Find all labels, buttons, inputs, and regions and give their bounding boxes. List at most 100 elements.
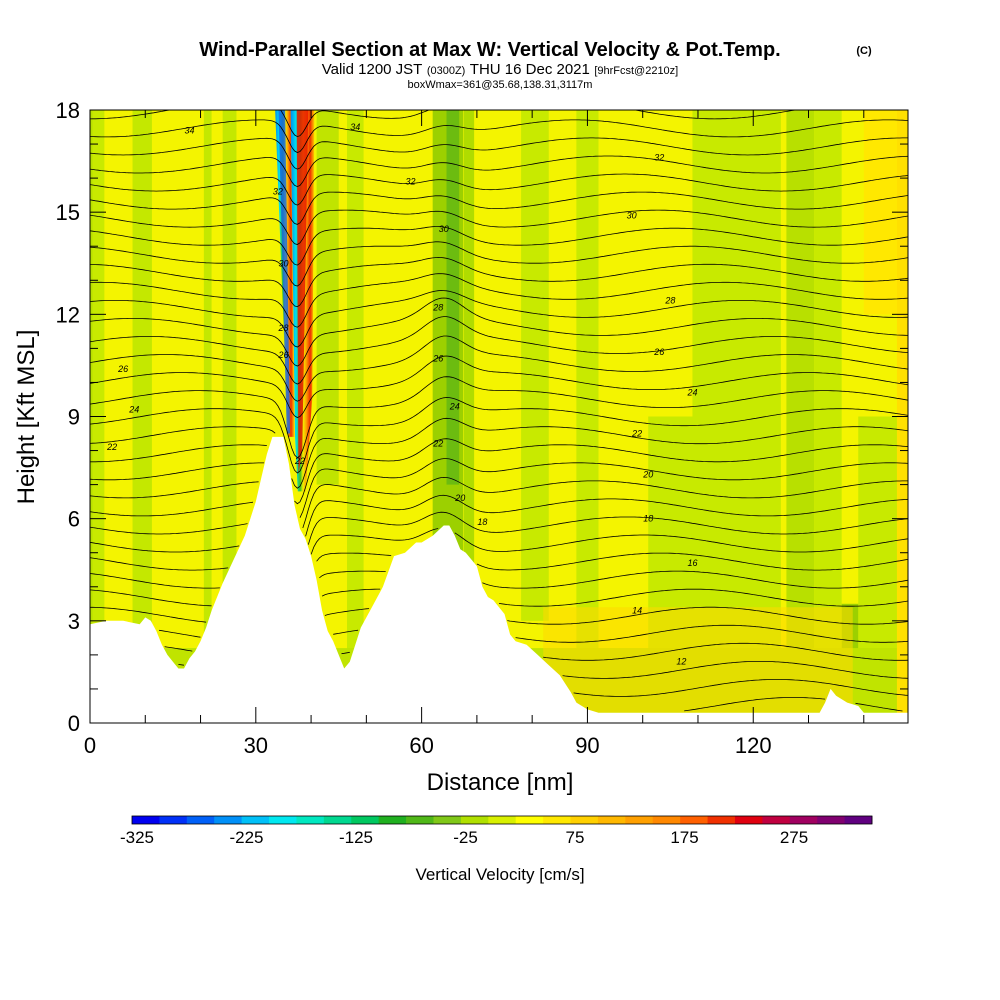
y-tick-label: 9 [68, 405, 80, 430]
contour-label: 18 [477, 517, 487, 527]
field-band [203, 110, 212, 723]
theta-contour [90, 528, 908, 555]
contour-label: 28 [432, 303, 443, 313]
theta-contour [164, 642, 908, 661]
theta-contour [90, 438, 908, 505]
colorbar-swatch [296, 816, 325, 824]
colorbar-swatch [269, 816, 297, 824]
valid-time: Valid 1200 JST [322, 61, 423, 78]
contour-label: 30 [627, 211, 637, 221]
contour-label: 26 [117, 364, 128, 374]
theta-contour [90, 209, 908, 245]
theta-contour [90, 417, 908, 489]
contour-labels: 34 34 32 32 32 30 30 30 28 28 28 26 26 26 26 24 24 24 22 22… [106, 122, 697, 667]
field-band [222, 110, 237, 587]
theta-contour [90, 355, 908, 418]
theta-contour [90, 316, 908, 385]
contour-label: 34 [184, 125, 194, 135]
colorbar-frame [131, 815, 873, 825]
contour-label: 30 [439, 224, 449, 234]
theta-contour [90, 173, 908, 206]
colorbar-swatch [817, 816, 845, 824]
contour-label: 26 [277, 350, 288, 360]
contour-label: 34 [350, 122, 360, 132]
colorbar-tick-label: 75 [566, 828, 585, 847]
colorbar-swatch [323, 816, 352, 824]
colorbar-title: Vertical Velocity [cm/s] [415, 865, 584, 884]
theta-contour [90, 376, 908, 459]
theta-contour [90, 570, 908, 589]
theta-contour [90, 119, 908, 153]
valid-utc: (0300Z) [427, 65, 466, 77]
colorbar-swatch [488, 816, 517, 824]
contour-label: 16 [687, 558, 697, 568]
colorbar-swatch [680, 816, 708, 824]
theta-contour [90, 494, 908, 537]
valid-line: Valid 1200 JST (0300Z) THU 16 Dec 2021 [… [322, 61, 679, 78]
contour-label: 32 [273, 187, 283, 197]
colorbar-swatch [515, 816, 544, 824]
theta-contours [90, 110, 908, 712]
field-band [463, 110, 475, 587]
contour-label: 12 [676, 657, 686, 667]
x-axis: 0 30 60 90 120 [84, 110, 865, 758]
colorbar-swatch [186, 816, 215, 824]
colorbar-swatch [625, 816, 654, 824]
x-tick-label: 60 [409, 733, 433, 758]
contour-label: 28 [664, 296, 675, 306]
contour-label: 30 [278, 258, 288, 268]
x-tick-label: 0 [84, 733, 96, 758]
colorbar-swatch [734, 816, 763, 824]
colorbar-tick-labels: -325 -225 -125 -25 75 175 275 [120, 828, 808, 847]
colorbar-swatch [652, 816, 681, 824]
theta-contour [90, 335, 908, 402]
terrain-mask [90, 436, 908, 723]
theta-contour [178, 661, 908, 679]
x-tick-label: 30 [244, 733, 268, 758]
contour-label: 26 [653, 347, 664, 357]
theta-contour [90, 137, 908, 170]
field-band [521, 110, 549, 621]
contour-label: 32 [406, 177, 416, 187]
field-band [90, 110, 93, 720]
theta-contour [90, 606, 908, 625]
y-tick-label: 15 [56, 200, 80, 225]
colorbar-swatch [844, 816, 873, 824]
colorbar-tick-label: 175 [670, 828, 698, 847]
contour-label: 22 [631, 429, 642, 439]
x-tick-label: 120 [735, 733, 772, 758]
contour-label: 24 [128, 405, 139, 415]
chart-title: Wind-Parallel Section at Max W: Vertical… [199, 39, 780, 61]
theta-contour [90, 273, 908, 328]
theta-contour [90, 241, 908, 287]
theta-contour [90, 191, 908, 225]
colorbar-tick-label: -25 [453, 828, 478, 847]
colorbar-swatch [132, 816, 160, 824]
theta-contour [90, 256, 908, 308]
y-tick-label: 3 [68, 609, 80, 634]
colorbar-swatch [214, 816, 243, 824]
y-tick-label: 12 [56, 302, 80, 327]
contour-label: 32 [654, 153, 664, 163]
contour-label: 20 [642, 469, 653, 479]
contour-label: 28 [277, 323, 288, 333]
theta-contour [90, 511, 908, 545]
colorbar-swatch [789, 816, 818, 824]
colorbar-tick-label: 275 [780, 828, 808, 847]
field-band [446, 110, 460, 485]
contour-label: 14 [632, 606, 642, 616]
colorbar-swatch [707, 816, 736, 824]
contour-label: 18 [643, 514, 653, 524]
y-tick-label: 0 [68, 711, 80, 736]
colorbar-swatch [351, 816, 380, 824]
colorbar-tick-label: -225 [229, 828, 263, 847]
contour-label: 24 [686, 388, 697, 398]
field-band [92, 110, 105, 713]
theta-contour [90, 155, 908, 188]
theta-contour [90, 110, 798, 138]
colorbar-swatch [762, 816, 791, 824]
field-band [347, 110, 364, 723]
colorbar-swatch [543, 816, 571, 824]
contour-label: 22 [294, 456, 305, 466]
copyright-mark: (C) [856, 45, 872, 57]
